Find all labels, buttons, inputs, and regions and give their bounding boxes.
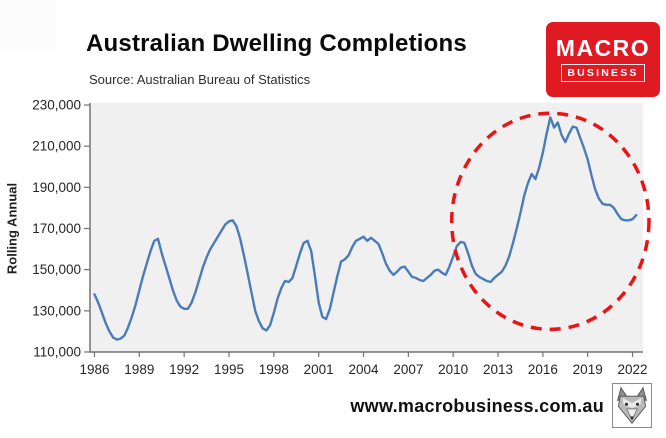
macrobusiness-logo-line2: BUSINESS — [561, 64, 645, 82]
y-tick-label: 150,000 — [32, 262, 81, 277]
macrobusiness-logo: MACRO BUSINESS — [546, 22, 660, 97]
x-tick-label: 2016 — [528, 362, 558, 377]
corner-artifact — [0, 0, 56, 49]
y-tick-label: 190,000 — [32, 180, 81, 195]
x-tick-label: 2022 — [618, 362, 648, 377]
highlight-ellipse-annotation — [449, 111, 651, 332]
x-tick-label: 2013 — [483, 362, 513, 377]
y-tick-label: 130,000 — [32, 303, 81, 318]
source-note: Source: Australian Bureau of Statistics — [89, 72, 311, 87]
x-tick-label: 1989 — [124, 362, 154, 377]
plot-area — [90, 103, 643, 352]
x-tick-label: 1992 — [169, 362, 199, 377]
page-title: Australian Dwelling Completions — [86, 30, 467, 57]
y-tick-label: 210,000 — [32, 139, 81, 154]
x-tick-label: 2004 — [348, 362, 379, 377]
x-tick-label: 2019 — [573, 362, 603, 377]
website-url: www.macrobusiness.com.au — [350, 396, 604, 416]
y-tick-label: 170,000 — [32, 221, 81, 236]
x-tick-label: 2001 — [304, 362, 334, 377]
y-tick-label: 230,000 — [32, 98, 81, 113]
y-tick-label: 110,000 — [33, 345, 81, 360]
completions-line-series — [93, 116, 638, 341]
wolf-head-icon — [616, 386, 648, 424]
wolf-logo — [612, 383, 652, 428]
x-tick-label: 2010 — [438, 362, 468, 377]
macrobusiness-logo-line1: MACRO — [555, 35, 651, 62]
x-tick-label: 1995 — [214, 362, 244, 377]
x-tick-label: 1986 — [79, 362, 109, 377]
x-tick-label: 1998 — [259, 362, 289, 377]
x-tick-label: 2007 — [393, 362, 423, 377]
